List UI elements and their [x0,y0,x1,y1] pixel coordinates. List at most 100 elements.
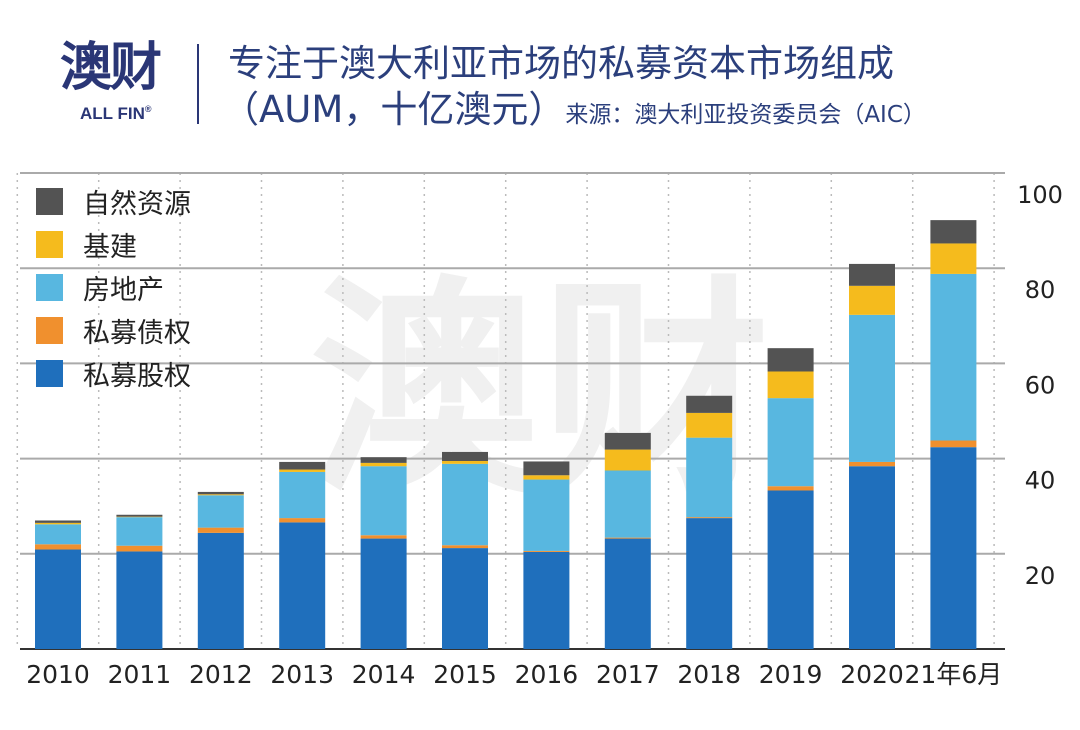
bar-segment [930,243,977,274]
bar-segment [767,348,814,372]
x-tick-label: 2014 [352,660,416,689]
legend-label: 私募债权 [83,318,191,349]
bar-segment [930,447,977,649]
x-tick-label: 2020 [840,660,904,689]
bar-segment [930,273,977,441]
bar-segment [360,538,407,649]
bar-segment [686,412,733,438]
bar-segment [116,545,163,552]
bar-segment [442,451,488,461]
bar-segment [523,475,570,480]
bar-segment [849,263,895,286]
bar-segment [279,522,326,649]
chart-subtitle: （AUM，十亿澳元）来源：澳大利亚投资委员会（AIC） [222,88,926,137]
legend-item: 私募债权 [36,309,191,352]
x-tick-label: 2018 [677,660,741,689]
bar-segment [849,285,895,315]
legend-swatch [36,317,63,344]
bar-segment [604,449,651,471]
bar-segment [523,550,570,552]
y-tick-label: 100 [1017,181,1063,209]
bar-segment [767,398,814,487]
y-tick-label: 40 [1025,467,1056,495]
bar-segment [360,462,407,467]
legend-item: 基建 [36,223,191,266]
x-tick-label: 2013 [270,660,334,689]
bar-segment [523,479,570,551]
bar-segment [279,471,326,519]
bar-segment [686,437,733,518]
bar-segment [767,490,814,649]
bar-segment [604,432,651,450]
bar-segment [197,495,244,528]
bar-segment [116,517,163,546]
bar-segment [930,440,977,448]
bar-segment [604,470,651,538]
bar-segment [523,461,570,476]
bar-segment [35,549,81,649]
bar-segment [35,520,81,523]
y-tick-label: 20 [1025,562,1056,590]
legend-item: 私募股权 [36,352,191,395]
legend-label: 私募股权 [83,361,191,392]
logo-en: ALL FIN® [80,104,152,124]
legend-swatch [36,188,63,215]
bar-segment [35,522,81,525]
logo-en-text: ALL FIN [80,104,145,123]
bar-segment [442,463,488,546]
bar-segment [360,535,407,539]
x-tick-label: 2016 [515,660,579,689]
bar-segment [849,461,895,467]
legend-item: 自然资源 [36,180,191,223]
bar-segment [360,466,407,536]
x-tick-label: 2010 [26,660,90,689]
bar-segment [279,518,326,523]
bar-segment [197,532,244,649]
legend-item: 房地产 [36,266,191,309]
legend-swatch [36,274,63,301]
legend-label: 房地产 [83,275,164,306]
x-tick-label: 2017 [596,660,660,689]
y-tick-label: 60 [1025,371,1056,399]
bar-segment [116,551,163,649]
legend: 自然资源基建房地产私募债权私募股权 [36,180,191,395]
bar-segment [442,545,488,549]
header-divider [197,44,199,124]
legend-swatch [36,231,63,258]
bar-segment [116,514,163,517]
bar-segment [930,220,977,244]
bar-segment [523,551,570,649]
bar-segment [360,457,407,463]
bar-segment [197,494,244,496]
x-tick-label: 2019 [759,660,823,689]
unit-label: （AUM，十亿澳元） [222,88,566,131]
x-tick-label: 2011 [108,660,172,689]
bar-segment [686,395,733,413]
bar-segment [849,466,895,649]
bar-segment [35,524,81,545]
bar-segment [604,538,651,649]
allfin-logo: 澳财 ALL FIN® [60,38,190,130]
bar-segment [279,469,326,472]
logo-cn: 澳财 [60,38,162,98]
bar-segment [442,548,488,649]
bar-segment [279,461,326,470]
x-tick-label: 2015 [433,660,497,689]
legend-label: 基建 [83,232,137,263]
bar-segment [197,491,244,495]
logo-reg: ® [144,104,152,114]
bar-segment [686,517,733,519]
legend-swatch [36,360,63,387]
chart-title: 专注于澳大利亚市场的私募资本市场组成 [228,42,894,85]
bar-segment [604,537,651,539]
bar-segment [442,460,488,464]
source-label: 来源：澳大利亚投资委员会（AIC） [565,102,926,128]
legend-label: 自然资源 [83,189,191,220]
x-tick-label: 21年6月 [905,660,1003,689]
bar-segment [686,518,733,649]
bar-segment [197,527,244,533]
bar-segment [849,314,895,462]
bar-segment [767,486,814,491]
bar-segment [35,544,81,550]
